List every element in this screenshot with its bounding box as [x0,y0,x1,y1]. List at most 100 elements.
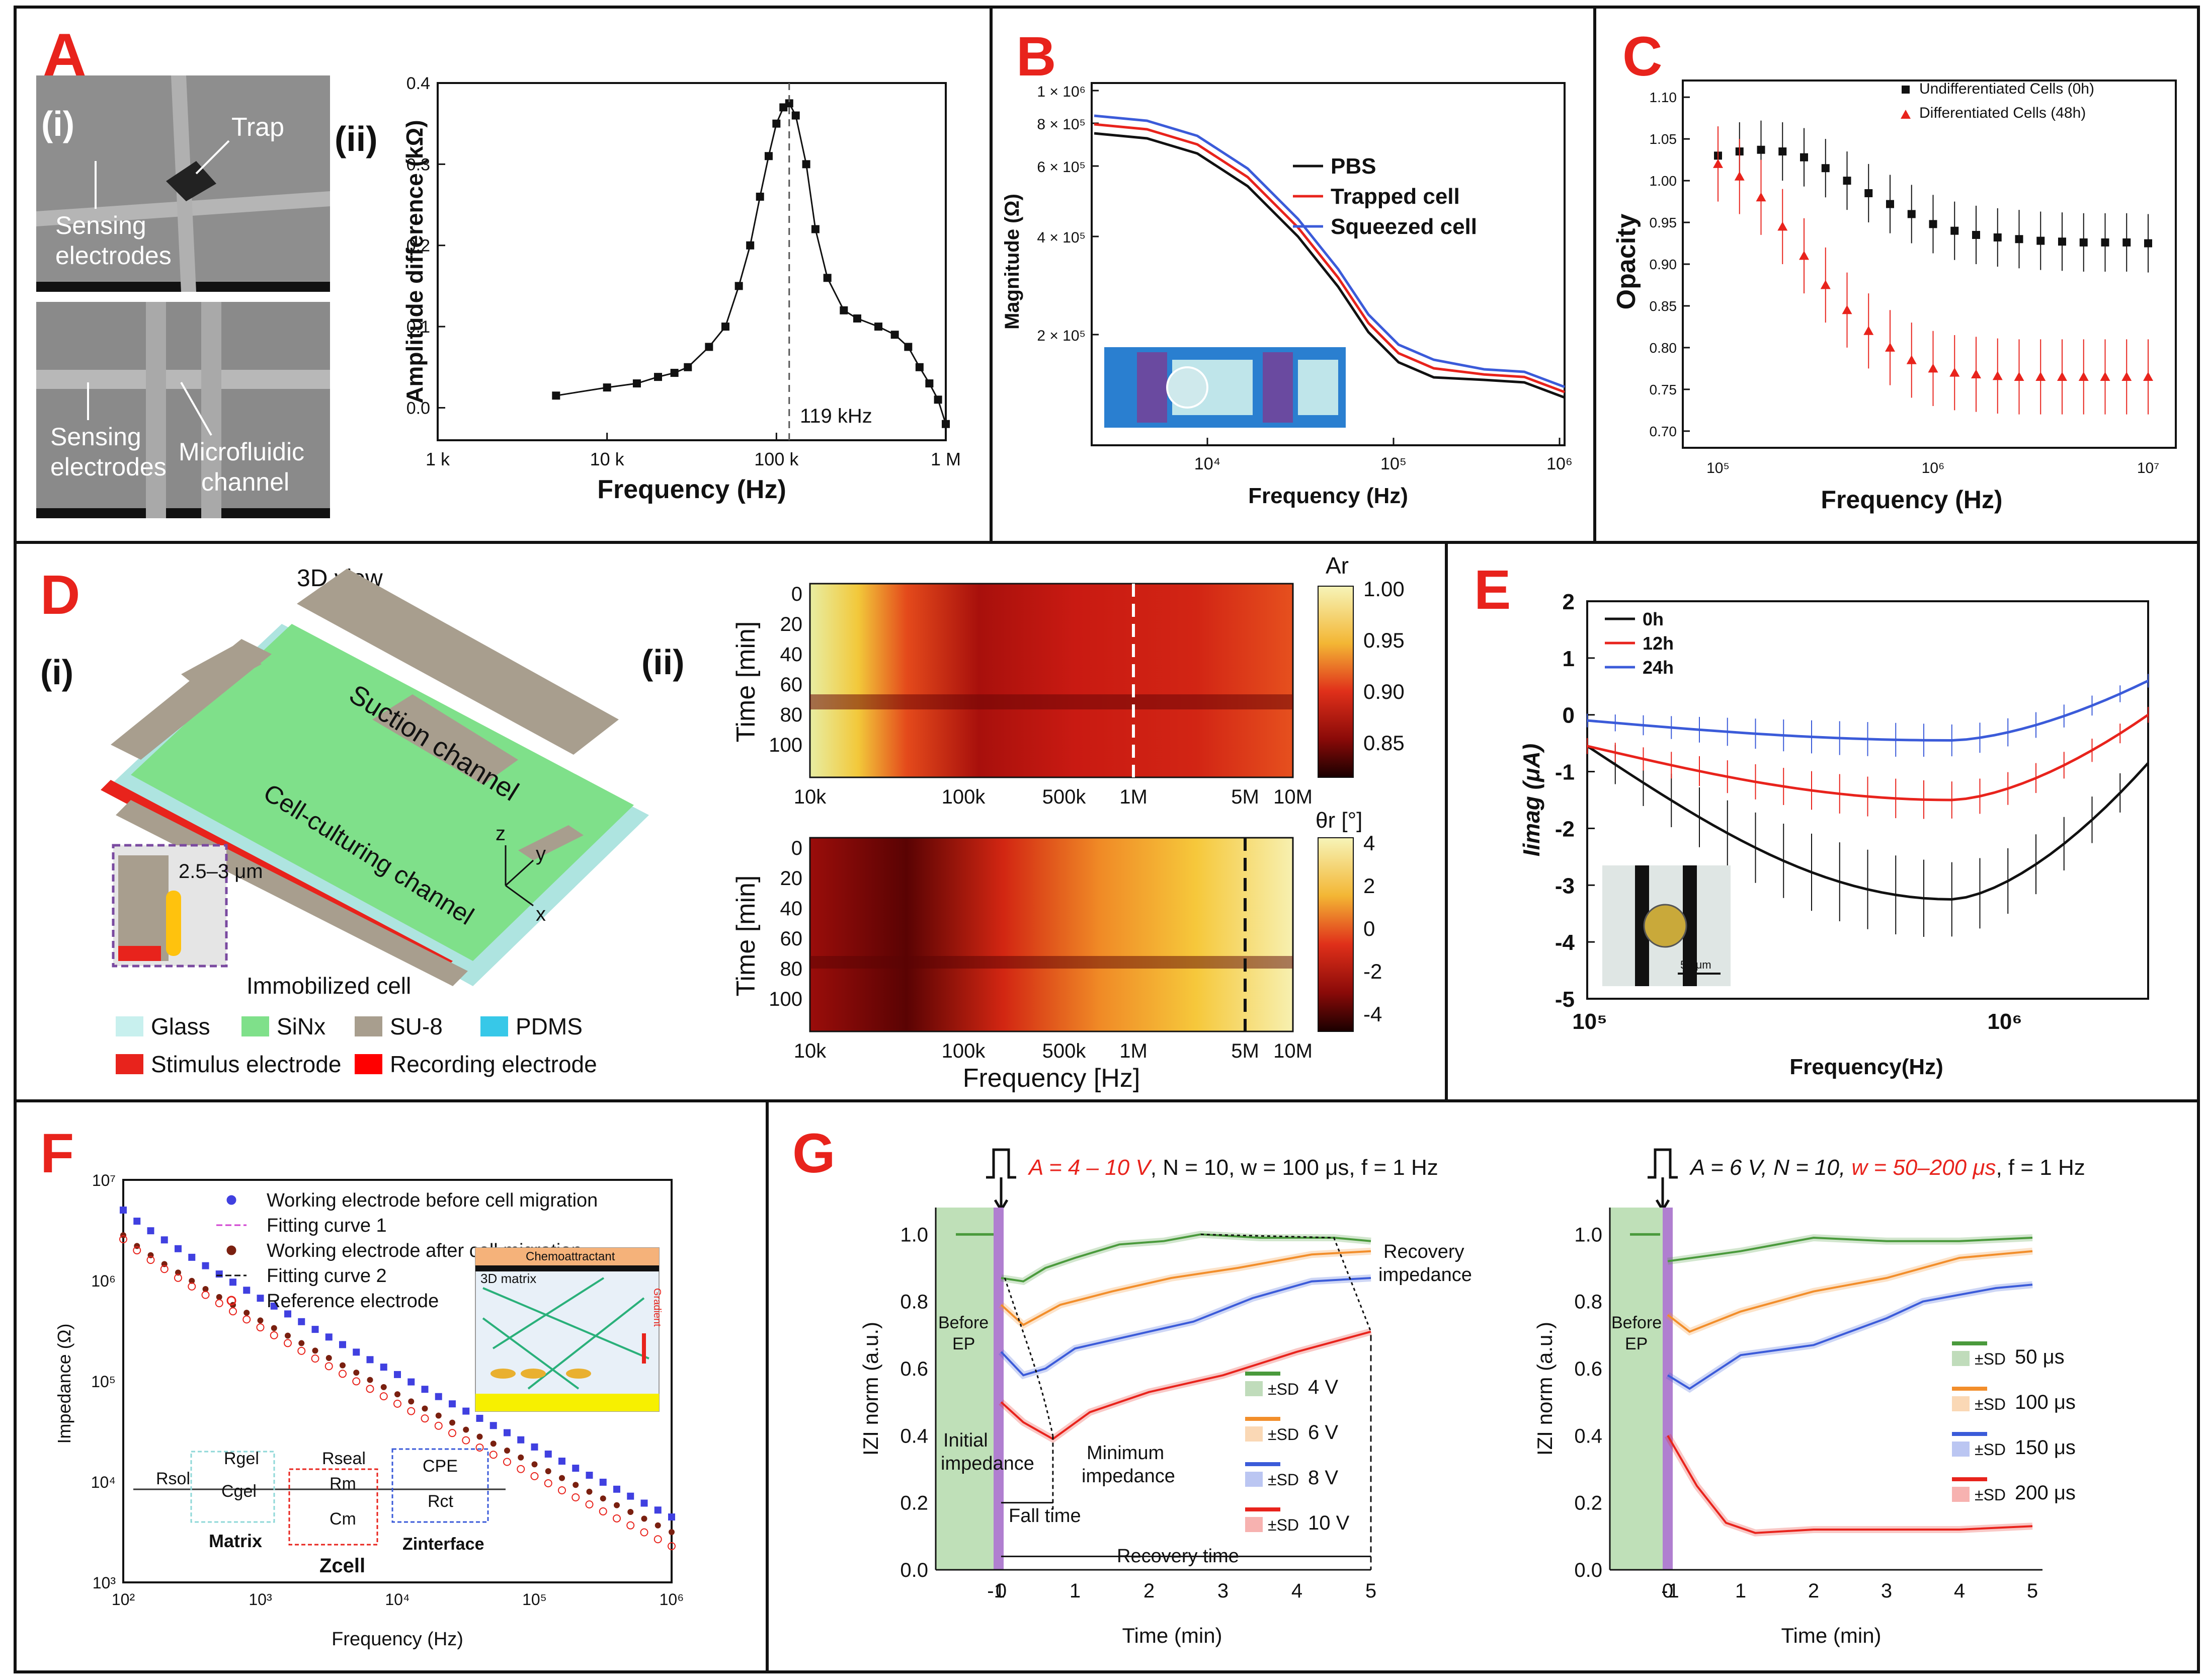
f-point-before [654,1506,662,1514]
a-point [654,373,663,381]
f-point-before [215,1270,223,1278]
f-xtick-label: 10² [112,1590,135,1609]
heat-ylabel-2: Time [min] [731,875,761,997]
c-point [1756,192,1766,202]
chart-c-xlabel: Frequency (Hz) [1821,486,2002,514]
c-point [1757,145,1765,154]
f-point-ref [503,1458,511,1466]
f-point-ref [215,1299,223,1308]
chart-e-ylabel: Iimag (μA) [1518,744,1544,857]
legend-recording: Recording electrode [390,1051,597,1077]
g-ytick-label: 0.2 [1574,1492,1602,1514]
f-point-before [202,1262,209,1269]
pulse-symbol-left [986,1148,1016,1213]
chart-b-xlabel: Frequency (Hz) [1248,484,1408,508]
a-point [552,391,560,400]
f-point-before [147,1227,154,1235]
f-point-after [340,1362,346,1369]
f-legend-swatch [226,1245,236,1255]
microfluidic-label: Microfluidic channel [179,438,304,496]
material-legend: Glass SiNx SU-8 PDMS Stimulus electrode … [116,1013,597,1077]
g-series [1000,1330,1371,1441]
panel-a: A (i) Trap Sensing electrodes Sensing elec… [36,21,961,518]
d-xtick-label: 500k [1042,1040,1087,1062]
c-point [2122,238,2131,247]
b-legend-label: PBS [1331,154,1376,179]
g-left-params-rest: , N = 10, w = 100 μs, f = 1 Hz [1151,1155,1438,1180]
chart-a-annotation: 119 kHz [800,405,872,427]
panel-c-label: C [1622,26,1662,88]
f-point-before [120,1207,127,1214]
panel-b-label: B [1016,26,1056,88]
g-legend-sd: ±SD [1268,1425,1299,1444]
c-legend-swatch [1902,86,1910,94]
f-point-ref [599,1507,607,1515]
a-point [874,323,883,331]
sub-label-d-ii: (ii) [641,643,685,682]
g-ytick-label: 1.0 [900,1224,928,1246]
c-point [1992,371,2003,380]
e-legend-label: 0h [1643,609,1664,629]
g-series [1667,1236,2033,1262]
a-point [853,314,861,323]
f-point-ref [270,1331,278,1339]
c-point [1928,363,1938,373]
c-point [2057,371,2067,381]
a-ytick-label: 0.4 [406,74,430,93]
chart-e-xlabel: Frequency(Hz) [1789,1055,1943,1079]
legend-glass: Glass [151,1013,210,1039]
f-point-before [133,1218,141,1225]
g-legend-band [1245,1517,1263,1532]
f-legend-label: Working electrode before cell migration [267,1190,598,1211]
f-point-before [339,1341,346,1348]
f-ytick-label: 10⁴ [91,1473,116,1491]
heatmap-amplitude [809,583,1294,778]
a-point [785,99,793,108]
g-right-params-rest: , f = 1 Hz [1996,1155,2085,1180]
f-point-before [544,1450,552,1458]
g-ytick-label: 1.0 [1574,1224,1602,1246]
panel-e-label: E [1474,559,1511,621]
f-point-after [325,1355,332,1362]
c-point [1864,189,1873,197]
f-point-after [559,1475,565,1481]
f-point-ref [434,1421,443,1430]
f-xtick-label: 10⁴ [385,1590,410,1609]
g-initial-impedance: Initial impedance [941,1430,1034,1474]
g-legend-label: 50 μs [2015,1346,2065,1368]
c-xtick-label: 10⁶ [1922,460,1945,476]
g-legend-label: 10 V [1308,1512,1350,1534]
f-point-ref [229,1307,237,1316]
e-series-12h [1587,713,2149,802]
c-point [2100,371,2110,381]
g-left-params-red: A = 4 – 10 V [1027,1155,1152,1180]
b-ytick-label: 2 × 10⁵ [1037,328,1086,344]
c-xtick-label: 10⁵ [1706,460,1730,476]
g-minimum-impedance: Minimum impedance [1082,1443,1175,1487]
f-point-after [669,1529,675,1535]
panel-c: C 0.70 0.75 0.80 0.85 0.90 0.95 1.00 1.05 1.10 10… [1612,26,2177,514]
d-cbar2-tick: 2 [1363,874,1375,898]
f-point-before [298,1318,305,1325]
f-point-before [627,1492,634,1500]
g-right-before: Before EP [1611,1313,1662,1353]
d-xtick-label: 100k [942,1040,986,1062]
f-point-ref [133,1246,141,1255]
f-point-ref [517,1465,525,1473]
f-point-after [175,1269,181,1276]
a-point [705,343,713,351]
chart-b-inset [1104,347,1346,428]
c-point [1842,305,1852,314]
b-legend-label: Squeezed cell [1331,214,1477,239]
panel-d-label: D [40,564,80,626]
chart-c-axes [1682,79,2177,449]
g-ytick-label: 0.0 [900,1559,928,1581]
f-point-ref [393,1399,401,1408]
d-cbar1-tick: 0.90 [1363,680,1405,703]
f-point-before [270,1302,278,1310]
heatmap-phase [809,837,1294,1032]
g-xtick-label: 4 [1291,1580,1302,1602]
b-ytick-label: 1 × 10⁶ [1037,84,1086,100]
g-legend-band [1952,1487,1970,1502]
